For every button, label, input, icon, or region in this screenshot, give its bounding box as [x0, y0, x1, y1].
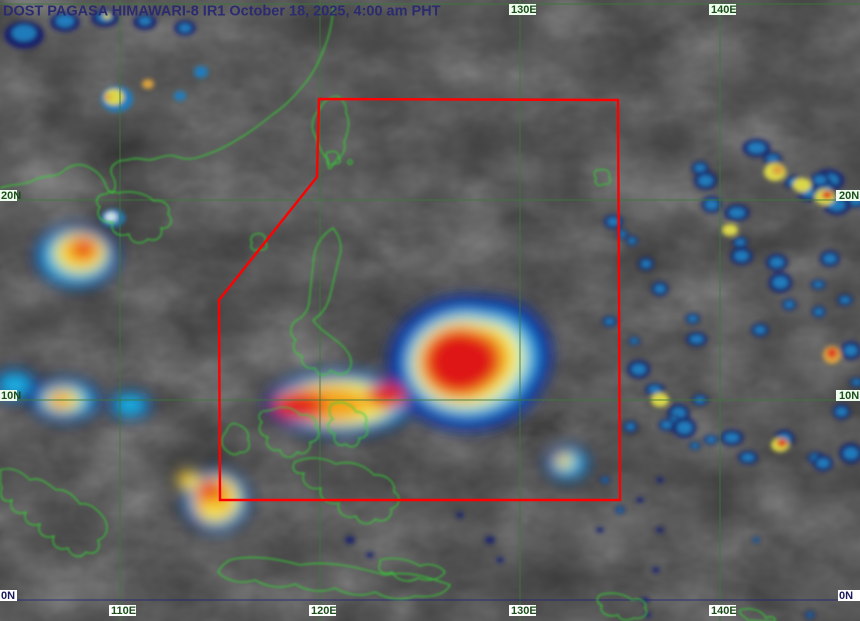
svg-text:130E: 130E	[511, 4, 537, 16]
svg-text:20N: 20N	[1, 190, 21, 202]
svg-text:0N: 0N	[1, 590, 15, 602]
svg-text:10N: 10N	[839, 390, 859, 402]
svg-text:0N: 0N	[839, 590, 853, 602]
svg-text:20N: 20N	[839, 190, 859, 202]
svg-text:10N: 10N	[1, 390, 21, 402]
svg-text:DOST PAGASA HIMAWARI-8 IR1 Oct: DOST PAGASA HIMAWARI-8 IR1 October 18, 2…	[3, 4, 441, 20]
svg-text:110E: 110E	[111, 605, 136, 617]
svg-text:130E: 130E	[511, 605, 537, 617]
svg-text:120E: 120E	[311, 605, 337, 617]
svg-text:140E: 140E	[711, 4, 737, 16]
svg-text:140E: 140E	[711, 605, 737, 617]
